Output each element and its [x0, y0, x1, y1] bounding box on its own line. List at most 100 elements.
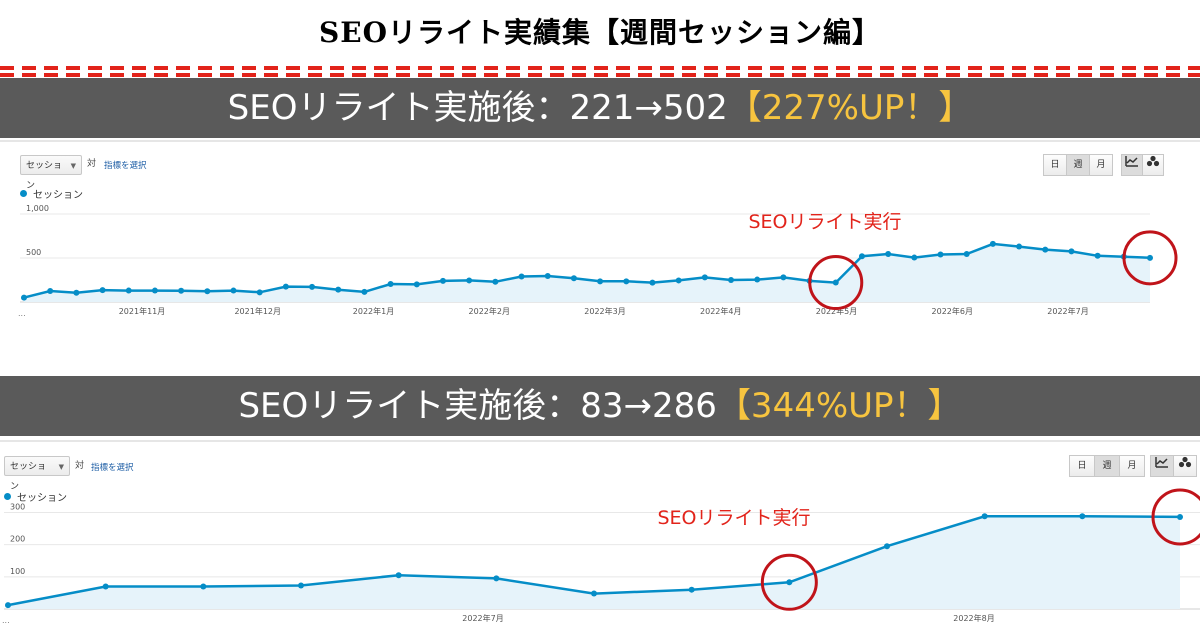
range-month-button[interactable]: 月	[1119, 455, 1145, 477]
data-point	[1042, 246, 1049, 253]
motion-chart-toggle[interactable]	[1173, 455, 1197, 477]
y-tick-label: 300	[10, 502, 25, 511]
data-point	[439, 277, 446, 284]
data-point	[73, 289, 80, 296]
data-point	[492, 278, 499, 285]
data-point	[335, 286, 342, 293]
data-point	[981, 513, 988, 520]
legend-label: セッション	[17, 493, 67, 504]
data-point	[256, 289, 263, 296]
data-point	[623, 278, 630, 285]
bubble-chart-icon	[1146, 155, 1160, 167]
data-point	[99, 287, 106, 294]
analytics-panel-1: セッション ▼ 対 指標を選択 日 週 月 セッション 500 1,000 2021…	[0, 140, 1200, 324]
axis-ellipsis: ...	[18, 309, 26, 318]
chevron-down-icon: ▼	[70, 162, 76, 170]
data-point	[102, 583, 109, 590]
data-point	[728, 277, 735, 283]
highlight-circle	[1151, 488, 1200, 546]
data-point	[989, 240, 996, 247]
legend-dot	[20, 190, 27, 197]
x-tick-label: 2022年3月	[584, 306, 625, 316]
data-point	[47, 288, 54, 294]
result-banner-1: SEOリライト実施後：221→502【227%UP！】	[0, 78, 1200, 138]
data-point	[387, 280, 394, 287]
data-point	[884, 543, 890, 550]
axis-ellipsis: ...	[2, 616, 10, 625]
metric-select[interactable]: セッション ▼	[4, 456, 70, 492]
data-point	[1016, 243, 1023, 250]
banner-1-main-text: SEOリライト実施後：221→502	[227, 88, 728, 128]
data-point	[298, 582, 304, 589]
series-area	[24, 243, 1150, 302]
y-tick-label: 1,000	[26, 204, 49, 213]
legend-label: セッション	[33, 190, 83, 201]
data-point	[780, 274, 787, 281]
compare-label: 対	[87, 159, 97, 169]
data-point	[786, 579, 793, 586]
result-banner-2: SEOリライト実施後：83→286【344%UP！】	[0, 376, 1200, 436]
data-point	[597, 278, 604, 285]
data-point	[1094, 252, 1101, 259]
series-line	[23, 242, 1151, 299]
dashed-divider	[0, 66, 1200, 70]
metric-select-label: セッション	[10, 462, 47, 492]
data-point	[493, 575, 500, 582]
annotation-text: SEOリライト実行	[657, 507, 810, 529]
data-point	[1147, 254, 1153, 261]
page-title: SEOリライト実績集【週間セッション編】	[319, 16, 881, 49]
data-point	[675, 277, 682, 284]
data-point	[937, 251, 944, 258]
sessions-chart-1: 500 1,000 2021年11月 2021年12月 2022年1月 2022年2月 20…	[18, 204, 1178, 318]
data-point	[832, 279, 839, 286]
x-tick-label: 2022年8月	[953, 613, 994, 623]
data-point	[701, 274, 708, 281]
x-tick-label: 2022年5月	[816, 306, 857, 316]
data-point	[395, 572, 402, 579]
data-point	[5, 602, 11, 609]
data-point	[178, 287, 185, 294]
data-point	[413, 281, 420, 288]
data-point	[309, 283, 316, 290]
x-tick-label: 2022年7月	[1047, 306, 1088, 316]
pick-metric-link[interactable]: 指標を選択	[104, 161, 147, 171]
metric-select[interactable]: セッション ▼	[20, 155, 82, 191]
y-tick-label: 500	[26, 248, 41, 257]
y-tick-label: 100	[10, 567, 25, 576]
data-point	[21, 294, 27, 301]
data-point	[200, 583, 207, 590]
data-point	[885, 251, 892, 258]
highlight-circle	[760, 553, 818, 611]
data-point	[151, 287, 158, 294]
data-point	[466, 277, 473, 284]
motion-chart-toggle[interactable]	[1142, 154, 1164, 176]
chevron-down-icon: ▼	[58, 463, 64, 471]
highlight-circle	[808, 255, 864, 311]
data-point	[963, 251, 970, 258]
x-tick-label: 2021年12月	[234, 306, 281, 316]
data-point	[858, 253, 865, 260]
annotation-text: SEOリライト実行	[748, 211, 901, 233]
x-tick-label: 2022年2月	[469, 306, 510, 316]
analytics-panel-2: セッション ▼ 対 指標を選択 日 週 月 セッション 100 200 300 202…	[0, 440, 1200, 632]
data-point	[754, 276, 761, 283]
data-point	[1177, 513, 1183, 520]
data-point	[688, 586, 695, 593]
line-chart-icon	[1155, 457, 1168, 468]
y-tick-label: 200	[10, 535, 25, 544]
x-tick-label: 2022年4月	[700, 306, 741, 316]
dashed-divider	[0, 73, 1200, 77]
data-point	[282, 283, 289, 290]
data-point	[1079, 513, 1086, 520]
x-tick-label: 2022年7月	[462, 613, 503, 623]
compare-label: 対	[75, 461, 85, 471]
data-point	[570, 275, 577, 282]
metric-select-label: セッション	[26, 161, 63, 191]
highlight-circle	[1122, 230, 1178, 286]
data-point	[591, 590, 597, 597]
range-month-button[interactable]: 月	[1089, 154, 1113, 176]
pick-metric-link[interactable]: 指標を選択	[91, 463, 134, 473]
data-point	[230, 287, 237, 294]
x-tick-label: 2022年1月	[353, 306, 394, 316]
data-point	[204, 288, 211, 295]
